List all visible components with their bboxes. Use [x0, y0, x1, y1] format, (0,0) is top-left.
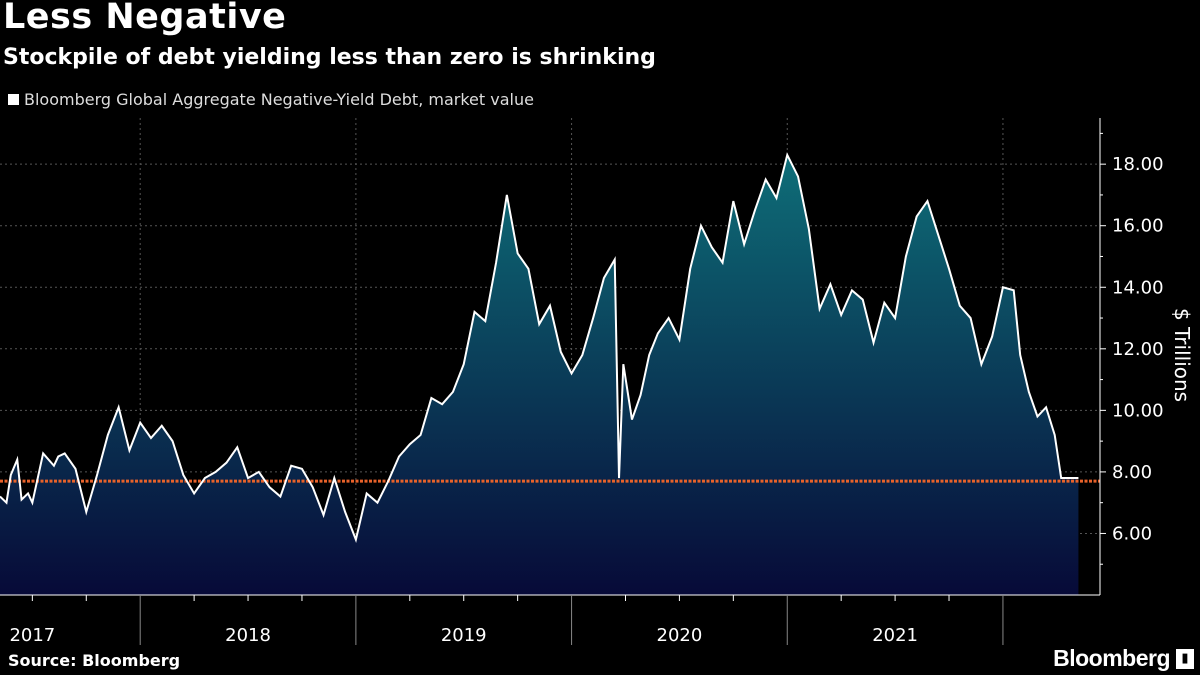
- x-axis-ticks: 2017 2018 2019 2020 2021: [9, 595, 1004, 646]
- y-tick-label: 8.00: [1112, 462, 1152, 483]
- chart-subtitle: Stockpile of debt yielding less than zer…: [3, 45, 656, 70]
- area-fill: [0, 154, 1079, 596]
- axes: [0, 118, 1101, 596]
- legend-label: Bloomberg Global Aggregate Negative-Yiel…: [24, 90, 534, 109]
- y-tick-label: 18.00: [1112, 154, 1164, 175]
- y-tick-label: 6.00: [1112, 523, 1152, 544]
- legend-swatch: [8, 94, 19, 105]
- y-tick-label: 10.00: [1112, 400, 1164, 421]
- x-tick-label: 2020: [657, 625, 703, 646]
- series-line: [0, 152, 1079, 543]
- y-axis-label: $ Trillions: [1170, 308, 1194, 402]
- x-tick-label: 2017: [9, 625, 55, 646]
- x-tick-label: 2018: [225, 625, 271, 646]
- x-tick-label: 2019: [441, 625, 487, 646]
- x-tick-label: 2021: [872, 625, 918, 646]
- y-tick-label: 12.00: [1112, 339, 1164, 360]
- chart-icon: ▮: [1176, 649, 1194, 669]
- y-axis-ticks: 6.00 8.00 10.00 12.00 14.00 16.00 18.00: [1100, 132, 1164, 565]
- bloomberg-logo: Bloomberg: [1053, 645, 1170, 671]
- source-note: Source: Bloomberg: [8, 651, 181, 670]
- legend: Bloomberg Global Aggregate Negative-Yiel…: [8, 90, 534, 109]
- chart-title: Less Negative: [3, 0, 287, 37]
- y-tick-label: 16.00: [1112, 216, 1164, 237]
- y-tick-label: 14.00: [1112, 277, 1164, 298]
